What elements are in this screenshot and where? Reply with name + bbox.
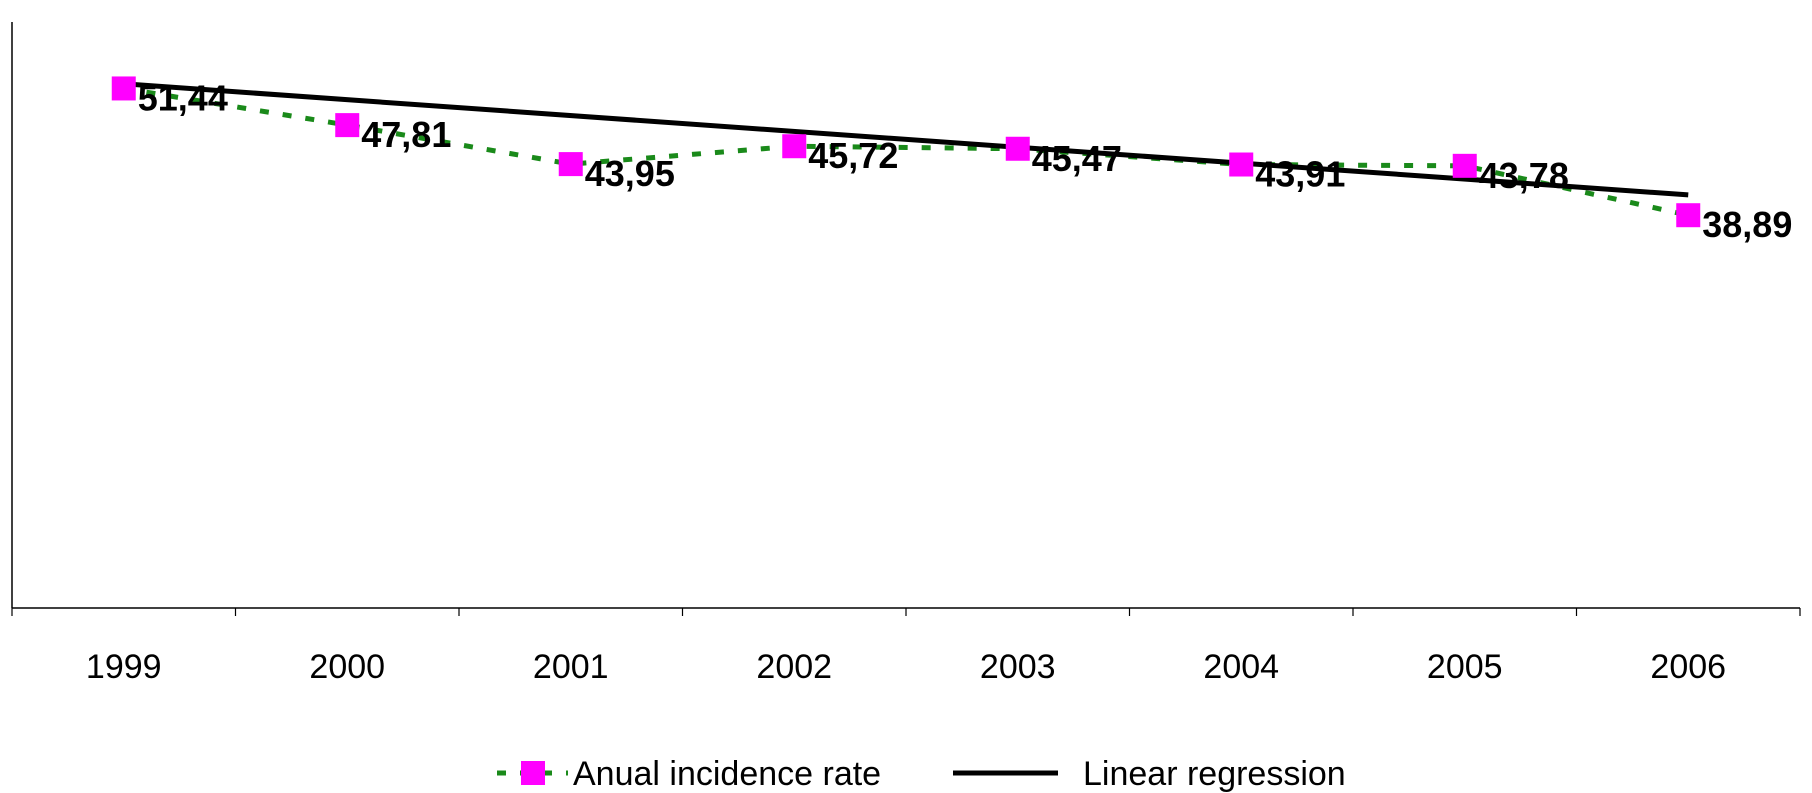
data-point-marker [1676,203,1701,228]
data-label: 47,81 [361,114,451,155]
data-label: 45,47 [1032,138,1122,179]
data-point-marker [111,76,136,101]
legend-label-regression: Linear regression [1083,755,1346,793]
x-tick-label: 1999 [86,648,162,686]
regression-line [123,81,1689,198]
data-point-marker [1005,136,1030,161]
x-axis-ticks: 1999 2000 2001 2002 2003 2004 2005 2006 [11,608,1801,686]
data-point-marker [335,113,360,138]
axes [11,22,1800,609]
incidence-rate-markers [111,76,1701,228]
x-tick-label: 2000 [309,648,385,686]
data-label: 51,44 [138,77,228,118]
data-label: 43,91 [1255,154,1345,195]
legend-rate-marker-icon [521,761,545,785]
data-label: 43,78 [1479,155,1569,196]
incidence-rate-line [123,85,1689,218]
legend-label-rate: Anual incidence rate [573,755,881,793]
x-tick-label: 2004 [1203,648,1279,686]
data-labels: 51,44 47,81 43,95 45,72 45,47 43,91 43,78 38,89 [138,77,1793,245]
data-point-marker [1229,152,1254,177]
data-point-marker [558,152,583,177]
x-tick-label: 2006 [1650,648,1726,686]
data-label: 43,95 [585,153,675,194]
data-point-marker [782,134,807,159]
x-tick-label: 2003 [980,648,1056,686]
incidence-rate-series [123,85,1689,218]
data-label: 45,72 [808,135,898,176]
data-label: 38,89 [1702,204,1792,245]
x-tick-label: 2005 [1427,648,1503,686]
x-tick-label: 2002 [756,648,832,686]
regression-series [123,81,1689,198]
data-point-marker [1452,153,1477,178]
legend: Anual incidence rate Linear regression [497,755,1346,793]
x-tick-label: 2001 [533,648,609,686]
